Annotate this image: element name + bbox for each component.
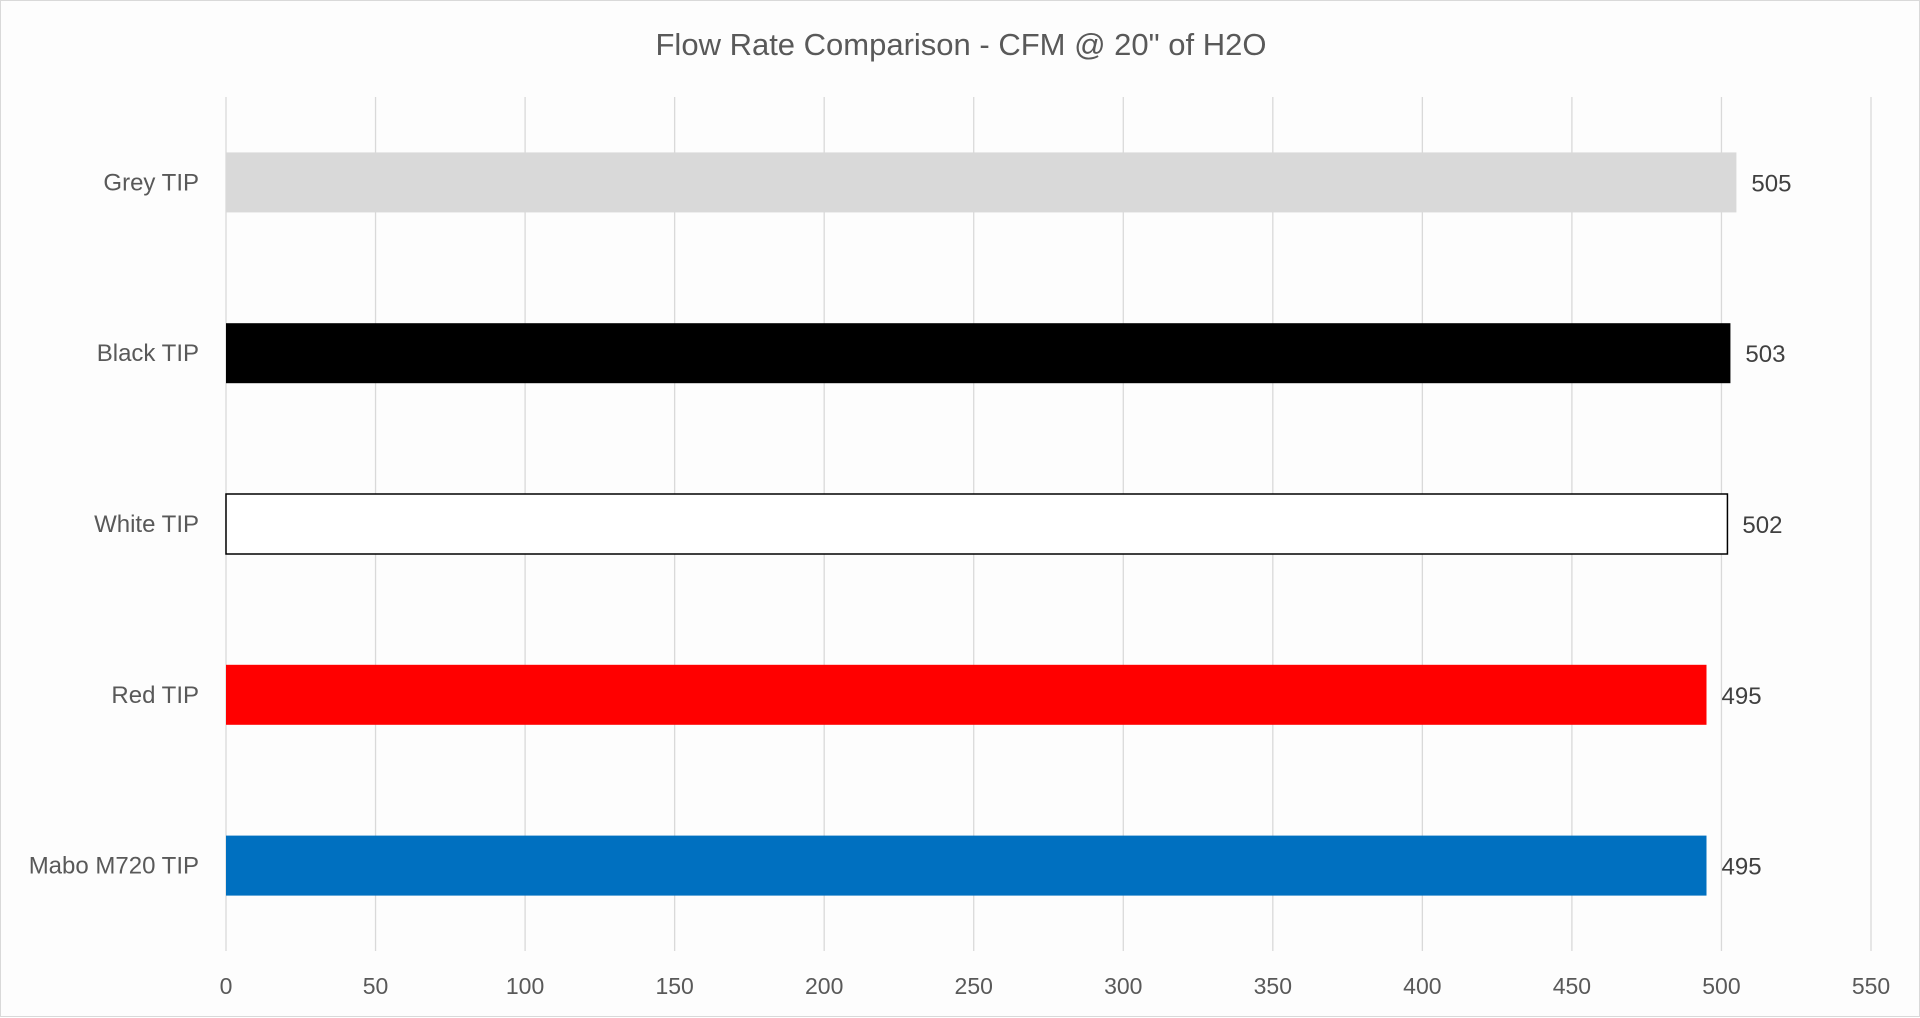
data-label: 495 [1722,683,1762,710]
data-label: 505 [1751,170,1791,197]
x-tick-label: 0 [220,973,233,999]
x-tick-label: 200 [805,973,843,999]
x-axis-tick-labels: 0 50 100 150 200 250 300 350 400 450 500 550 [220,973,1891,999]
data-label: 503 [1745,341,1785,368]
data-label: 502 [1742,512,1782,539]
bar [226,835,1707,896]
x-tick-label: 250 [955,973,993,999]
x-tick-label: 100 [506,973,544,999]
bar [225,493,1729,555]
category-label: Black TIP [97,340,199,367]
category-labels: Grey TIP Black TIP White TIP Red TIP Mabo M7… [29,169,199,879]
bar [226,152,1737,213]
data-labels: 505 503 502 495 495 [1722,170,1792,880]
x-tick-label: 150 [655,973,693,999]
chart-title: Flow Rate Comparison - CFM @ 20" of H2O [656,27,1267,62]
category-label: White TIP [94,511,199,538]
x-tick-label: 350 [1254,973,1292,999]
data-label: 495 [1722,854,1762,881]
bar [226,323,1731,384]
bars [225,152,1737,896]
x-tick-label: 450 [1553,973,1591,999]
x-tick-label: 500 [1702,973,1740,999]
category-label: Red TIP [111,682,199,709]
category-label: Mabo M720 TIP [29,853,199,880]
x-tick-label: 50 [363,973,389,999]
bar [226,664,1707,725]
x-tick-label: 550 [1852,973,1890,999]
x-tick-label: 400 [1403,973,1441,999]
category-label: Grey TIP [103,169,199,196]
x-tick-label: 300 [1104,973,1142,999]
